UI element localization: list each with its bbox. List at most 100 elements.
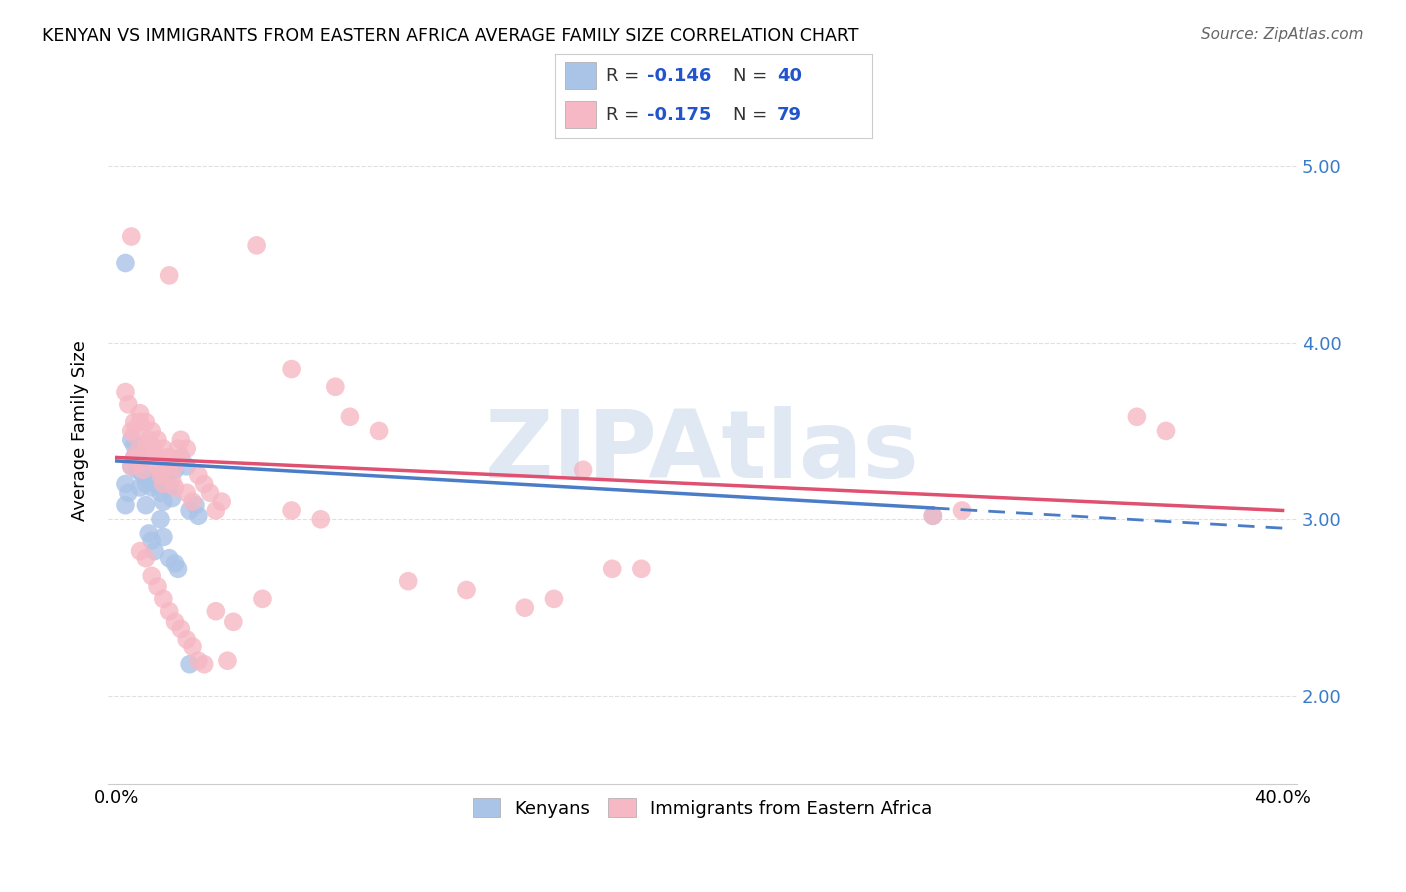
Point: [170, 450, 193, 465]
Point: [149, 468, 172, 483]
Point: [325, 380, 347, 394]
Point: [155, 474, 177, 488]
Point: [921, 508, 943, 523]
Point: [309, 512, 332, 526]
Point: [149, 485, 172, 500]
Point: [572, 463, 595, 477]
Point: [135, 477, 157, 491]
Point: [129, 544, 152, 558]
Point: [163, 615, 186, 629]
Point: [179, 657, 201, 672]
Point: [132, 468, 155, 483]
Point: [198, 485, 221, 500]
Text: R =: R =: [606, 105, 645, 123]
Point: [184, 498, 207, 512]
Point: [205, 604, 228, 618]
Point: [170, 622, 193, 636]
Point: [146, 459, 169, 474]
Point: [181, 494, 204, 508]
Point: [167, 442, 190, 456]
Point: [157, 268, 180, 283]
Point: [141, 569, 163, 583]
Point: [129, 406, 152, 420]
Text: Source: ZipAtlas.com: Source: ZipAtlas.com: [1201, 27, 1364, 42]
Point: [396, 574, 419, 589]
Text: KENYAN VS IMMIGRANTS FROM EASTERN AFRICA AVERAGE FAMILY SIZE CORRELATION CHART: KENYAN VS IMMIGRANTS FROM EASTERN AFRICA…: [42, 27, 859, 45]
Point: [129, 481, 152, 495]
Point: [129, 415, 152, 429]
Point: [163, 459, 186, 474]
Point: [163, 557, 186, 571]
Y-axis label: Average Family Size: Average Family Size: [72, 341, 89, 521]
Point: [222, 615, 245, 629]
Point: [143, 445, 166, 459]
Point: [179, 503, 201, 517]
Point: [157, 551, 180, 566]
Text: 79: 79: [778, 105, 801, 123]
Point: [135, 438, 157, 452]
Point: [176, 459, 198, 474]
Point: [176, 442, 198, 456]
Point: [138, 474, 160, 488]
Point: [141, 481, 163, 495]
Point: [141, 424, 163, 438]
Text: ZIPAtlas: ZIPAtlas: [485, 406, 920, 498]
Point: [127, 445, 149, 459]
Text: N =: N =: [733, 105, 772, 123]
Text: R =: R =: [606, 67, 645, 85]
Point: [157, 450, 180, 465]
Text: N =: N =: [733, 67, 772, 85]
Point: [1126, 409, 1149, 424]
Point: [280, 503, 302, 517]
Text: -0.146: -0.146: [647, 67, 711, 85]
Point: [246, 238, 269, 252]
Point: [114, 385, 136, 400]
Point: [120, 433, 142, 447]
Point: [122, 438, 145, 452]
Point: [152, 442, 174, 456]
Point: [339, 409, 361, 424]
Point: [193, 657, 215, 672]
Point: [187, 654, 209, 668]
Point: [163, 463, 186, 477]
Point: [135, 415, 157, 429]
Point: [143, 468, 166, 483]
Point: [193, 477, 215, 491]
Point: [122, 450, 145, 465]
Point: [120, 459, 142, 474]
Point: [135, 498, 157, 512]
Point: [205, 503, 228, 517]
Point: [141, 438, 163, 452]
Point: [122, 450, 145, 465]
Point: [146, 477, 169, 491]
Point: [157, 604, 180, 618]
Point: [120, 459, 142, 474]
Point: [157, 481, 180, 495]
Point: [141, 445, 163, 459]
Point: [170, 433, 193, 447]
Point: [211, 494, 233, 508]
Point: [155, 450, 177, 465]
Point: [152, 494, 174, 508]
Point: [143, 544, 166, 558]
Point: [129, 456, 152, 470]
Point: [187, 468, 209, 483]
Point: [280, 362, 302, 376]
Point: [114, 498, 136, 512]
Point: [187, 508, 209, 523]
Point: [129, 456, 152, 470]
Point: [181, 640, 204, 654]
Point: [146, 579, 169, 593]
Point: [149, 463, 172, 477]
Point: [176, 632, 198, 647]
Point: [120, 229, 142, 244]
Point: [950, 503, 973, 517]
Point: [163, 481, 186, 495]
FancyBboxPatch shape: [565, 101, 596, 128]
Point: [114, 256, 136, 270]
Text: 40: 40: [778, 67, 801, 85]
Point: [135, 442, 157, 456]
Point: [149, 512, 172, 526]
Point: [252, 591, 274, 606]
Point: [456, 582, 478, 597]
